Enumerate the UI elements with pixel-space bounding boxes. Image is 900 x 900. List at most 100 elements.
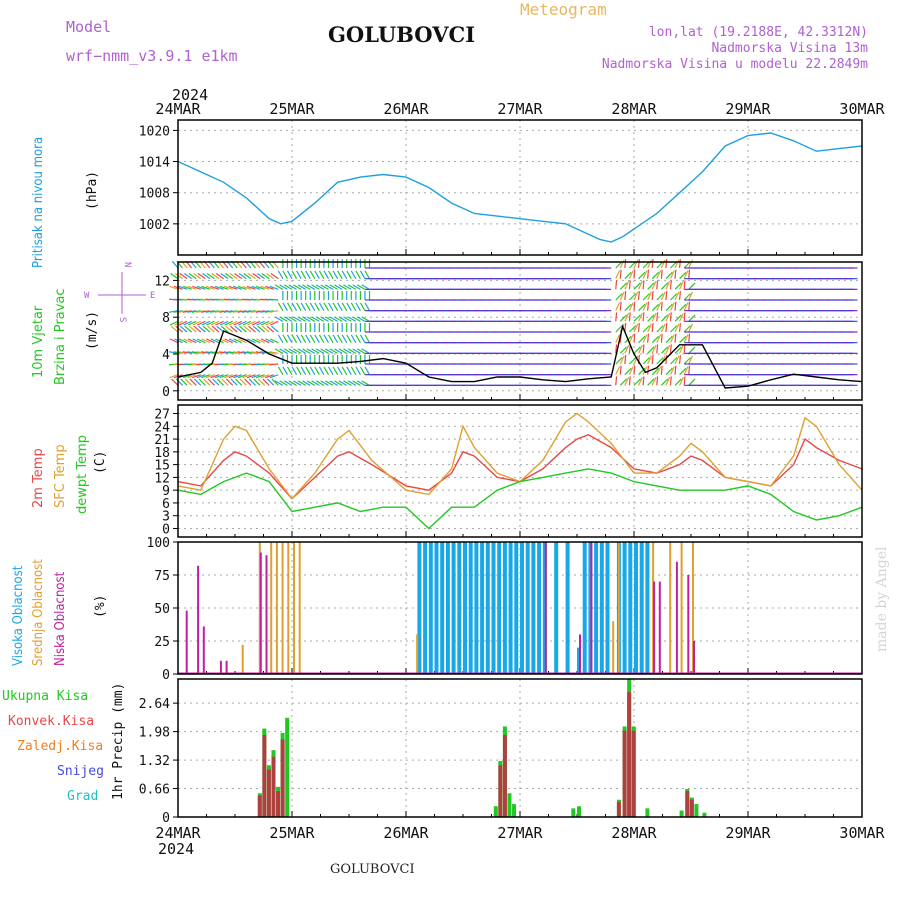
wind-arrow — [228, 285, 238, 290]
wind-arrow — [647, 291, 653, 301]
wind-arrow — [274, 348, 284, 354]
wind-arrow — [247, 338, 256, 344]
wind-arrow — [306, 284, 316, 290]
wind-arrow — [228, 351, 238, 354]
precip-bar — [645, 808, 650, 817]
wind-arrow — [328, 334, 334, 343]
wind-arrow — [256, 273, 265, 280]
wind-arrow — [193, 273, 202, 280]
wind-arrow — [638, 271, 646, 280]
cloud-bar — [634, 542, 638, 674]
wind-arrow — [674, 378, 682, 386]
wind-arrow — [288, 380, 297, 386]
wind-arrow — [183, 320, 192, 326]
cloud-bar — [605, 542, 610, 674]
wind-arrow — [242, 285, 252, 290]
wind-arrow — [174, 273, 183, 280]
wind-arrow — [359, 334, 366, 343]
wind-arrow — [674, 301, 677, 311]
wind-arrow — [619, 291, 625, 301]
wind-arrow — [184, 378, 193, 386]
cloud-bar — [582, 542, 587, 674]
wind-arrow — [633, 291, 639, 301]
cloud-bar — [428, 542, 433, 674]
wind-arrow — [660, 346, 669, 354]
wind-arrow — [214, 310, 224, 313]
wind-arrow — [265, 374, 274, 379]
wind-arrow — [266, 325, 275, 333]
cloud-bar — [241, 644, 244, 674]
wind-arrow — [271, 378, 279, 386]
credit-text: made by Angel — [874, 546, 890, 652]
wind-arrow — [683, 344, 686, 354]
cloud-bar — [281, 542, 284, 674]
cloud-bar — [520, 542, 524, 674]
wind-arrow — [265, 338, 275, 344]
precip-bar — [266, 769, 271, 817]
wind-arrow — [302, 316, 311, 322]
y-tick-label: 24 — [154, 420, 170, 435]
wind-arrow — [194, 378, 202, 386]
wind-arrow — [255, 374, 265, 379]
cloud-bar — [293, 542, 295, 674]
wind-arrow — [257, 378, 266, 386]
y-tick-label: 18 — [154, 446, 170, 461]
wind-arrow — [169, 351, 179, 354]
wind-arrow — [669, 334, 675, 343]
wind-arrow — [669, 366, 675, 375]
wind-arrow — [350, 270, 357, 279]
wind-arrow — [215, 320, 224, 326]
wind-arrow — [211, 325, 220, 333]
wind-arrow — [269, 310, 279, 313]
wind-arrow — [320, 316, 329, 322]
wind-arrow — [660, 314, 669, 322]
precip-bar — [694, 804, 699, 817]
wind-arrow — [660, 259, 666, 269]
precip-bar — [622, 730, 627, 817]
wind-arrow — [364, 366, 371, 375]
wind-arrow — [251, 374, 261, 379]
wind-arrow — [674, 291, 680, 301]
cloud-bar — [185, 610, 188, 674]
wind-arrow — [688, 259, 694, 269]
wind-arrow — [184, 325, 193, 333]
wind-arrow — [237, 310, 247, 313]
wind-arrow — [198, 325, 206, 333]
y-tick-label: 8 — [162, 311, 170, 326]
wind-arrow — [306, 380, 316, 386]
wind-arrow — [642, 302, 648, 311]
wind-arrow — [674, 333, 677, 343]
wind-arrow — [221, 378, 229, 386]
wind-arrow — [180, 378, 188, 386]
wind-arrow — [282, 366, 288, 375]
wind-arrow — [251, 310, 261, 313]
wind-arrow — [633, 365, 636, 375]
wind-arrow — [318, 270, 325, 279]
wind-arrow — [656, 302, 662, 311]
wind-arrow — [651, 335, 660, 344]
wind-arrow — [329, 380, 338, 386]
wind-arrow — [283, 380, 293, 386]
wind-arrow — [210, 285, 220, 290]
wind-arrow — [619, 346, 628, 354]
precip-bar — [502, 735, 507, 817]
wind-arrow — [305, 270, 311, 279]
wind-arrow — [274, 380, 284, 386]
wind-arrow — [279, 380, 288, 386]
wind-arrow — [338, 348, 348, 354]
wind-arrow — [334, 348, 343, 354]
wind-arrow — [225, 325, 234, 333]
wind-arrow — [361, 316, 370, 322]
wind-arrow — [624, 271, 632, 280]
wind-arrow — [347, 380, 357, 386]
cloud-bar — [463, 542, 467, 674]
wind-arrow — [346, 334, 352, 343]
wind-arrow — [352, 348, 361, 354]
wind-arrow — [288, 316, 297, 322]
wind-arrow — [334, 284, 343, 290]
cloud-bar — [675, 561, 678, 674]
wind-arrow — [638, 344, 643, 354]
wind-arrow — [337, 270, 343, 279]
wind-arrow — [651, 258, 654, 269]
wind-arrow — [291, 366, 298, 375]
